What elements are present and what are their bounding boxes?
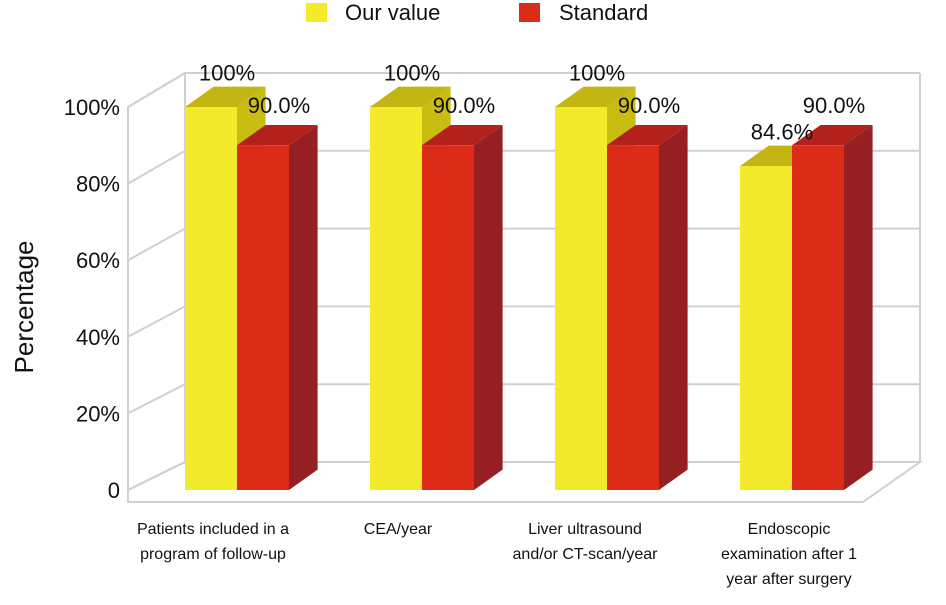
left-wall xyxy=(127,71,186,492)
data-label: 100% xyxy=(384,61,440,86)
gridline-side xyxy=(127,383,186,415)
category-labels: Patients included in a program of follow-… xyxy=(137,521,857,588)
category-label-line: CEA/year xyxy=(364,521,433,538)
data-label: 90.0% xyxy=(803,93,865,118)
y-axis-ticks: 0 20% 40% 60% 80% 100% xyxy=(64,95,120,503)
bar-top xyxy=(555,86,636,107)
category-label-line: Patients included in a xyxy=(137,521,289,538)
legend: Our value Standard xyxy=(306,0,648,25)
bar-front xyxy=(555,107,607,490)
category-label-line: Liver ultrasound xyxy=(528,521,642,538)
data-label: 90.0% xyxy=(248,93,310,118)
bar-front xyxy=(185,107,237,490)
category-label-line: program of follow-up xyxy=(140,546,286,563)
bar-front xyxy=(237,145,289,491)
bar xyxy=(237,124,318,491)
bar-side xyxy=(474,124,503,490)
legend-item: Standard xyxy=(519,0,648,25)
category-label-line: year after surgery xyxy=(726,571,851,588)
gridline-side xyxy=(127,72,186,108)
data-label: 100% xyxy=(569,61,625,86)
gridline-side xyxy=(127,305,186,338)
category-label: Endoscopic examination after 1 year after … xyxy=(721,521,857,588)
legend-label: Our value xyxy=(345,0,440,25)
bar-side xyxy=(289,124,318,490)
bar xyxy=(792,124,873,491)
gridline-side xyxy=(127,461,186,491)
bar-front xyxy=(370,107,422,490)
bar-top xyxy=(792,124,873,146)
category-label: CEA/year xyxy=(364,521,433,538)
y-axis-title: Percentage xyxy=(9,241,39,374)
category-label-line: Endoscopic xyxy=(748,521,831,538)
y-tick-label: 100% xyxy=(64,95,120,120)
bar-front xyxy=(792,145,844,491)
bar xyxy=(607,124,688,491)
data-label: 84.6% xyxy=(751,120,813,145)
legend-swatch xyxy=(306,3,327,22)
legend-label: Standard xyxy=(559,0,648,25)
bar-side xyxy=(659,124,688,490)
bar-top xyxy=(370,86,451,107)
category-label-line: and/or CT-scan/year xyxy=(513,546,659,563)
bars xyxy=(185,86,873,491)
y-tick-label: 40% xyxy=(76,325,120,350)
bar-top xyxy=(237,124,318,146)
bar-side xyxy=(844,124,873,490)
data-label: 90.0% xyxy=(618,93,680,118)
bar-front xyxy=(607,145,659,491)
category-label-line: examination after 1 xyxy=(721,546,857,563)
bar-top xyxy=(185,86,266,107)
category-label: Patients included in a program of follow-… xyxy=(137,521,289,563)
legend-item: Our value xyxy=(306,0,440,25)
data-labels: 100%90.0%100%90.0%100%90.0%84.6%90.0% xyxy=(199,61,865,145)
y-tick-label: 80% xyxy=(76,172,120,197)
y-tick-label: 60% xyxy=(76,248,120,273)
data-label: 90.0% xyxy=(433,93,495,118)
y-tick-label: 20% xyxy=(76,401,120,426)
bar-top xyxy=(422,124,503,146)
bar-front xyxy=(422,145,474,491)
category-label: Liver ultrasound and/or CT-scan/year xyxy=(513,521,659,563)
bar-front xyxy=(740,165,792,490)
bar xyxy=(422,124,503,491)
gridline-side xyxy=(127,227,186,262)
y-tick-label: 0 xyxy=(108,478,120,503)
gridline-side xyxy=(127,149,186,185)
data-label: 100% xyxy=(199,61,255,86)
legend-swatch xyxy=(519,3,540,22)
bar-top xyxy=(607,124,688,146)
